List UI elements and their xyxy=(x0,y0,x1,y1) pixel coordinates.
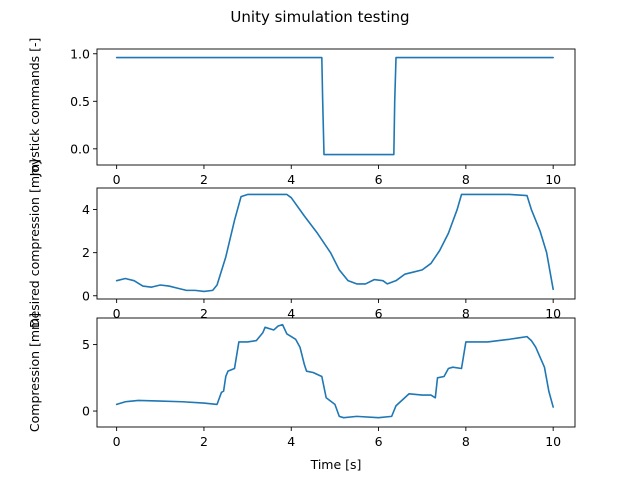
y-tick-label: 0.0 xyxy=(70,141,90,156)
x-tick-label: 8 xyxy=(462,306,470,321)
x-tick-label: 0 xyxy=(113,306,121,321)
x-tick-label: 10 xyxy=(545,306,561,321)
y-tick-label: 2 xyxy=(82,245,90,260)
subplot-1: 0 2 4 6 8 10 0.0 0.5 1.0 Joystick commands [-] xyxy=(27,38,576,187)
x-tick-label: 2 xyxy=(200,306,208,321)
series-line-1 xyxy=(115,323,554,419)
x-tick-label: 8 xyxy=(462,434,470,449)
series-line-1 xyxy=(115,193,554,293)
x-tick-label: 6 xyxy=(375,434,383,449)
axes-frame xyxy=(96,187,576,300)
x-tick-label: 0 xyxy=(113,172,121,187)
y-axis-label: Compression [mm] xyxy=(27,313,42,432)
y-tick-label: 0 xyxy=(82,404,90,419)
x-tick-label: 0 xyxy=(113,434,121,449)
x-tick-label: 6 xyxy=(375,172,383,187)
subplot-3: 0 2 4 6 8 10 0 5 Compression [mm] Time [s] xyxy=(27,313,576,472)
x-tick-label: 4 xyxy=(287,306,295,321)
axes-frame xyxy=(96,48,576,166)
x-tick-label: 4 xyxy=(287,172,295,187)
y-tick-label: 4 xyxy=(82,202,90,217)
y-tick-label: 5 xyxy=(82,337,90,352)
y-axis-label: Desired compression [mm] xyxy=(27,159,42,328)
x-tick-label: 10 xyxy=(545,172,561,187)
x-tick-label: 2 xyxy=(200,172,208,187)
y-tick-label: 1.0 xyxy=(70,46,90,61)
y-axis-label: Joystick commands [-] xyxy=(27,38,42,178)
figure-title: Unity simulation testing xyxy=(230,8,409,26)
x-tick-label: 4 xyxy=(287,434,295,449)
x-tick-label: 6 xyxy=(375,306,383,321)
series-line-1 xyxy=(115,56,554,156)
x-tick-label: 10 xyxy=(545,434,561,449)
y-tick-label: 0 xyxy=(82,288,90,303)
y-tick-label: 0.5 xyxy=(70,94,90,109)
x-tick-label: 8 xyxy=(462,172,470,187)
subplots: 0 2 4 6 8 10 0.0 0.5 1.0 Joystick commands [-] 0 2 4… xyxy=(27,38,576,472)
x-axis-label: Time [s] xyxy=(310,457,362,472)
axes-frame xyxy=(96,317,576,428)
subplot-2: 0 2 4 6 8 10 0 2 4 Desired compression [mm] xyxy=(27,159,576,328)
x-tick-label: 2 xyxy=(200,434,208,449)
